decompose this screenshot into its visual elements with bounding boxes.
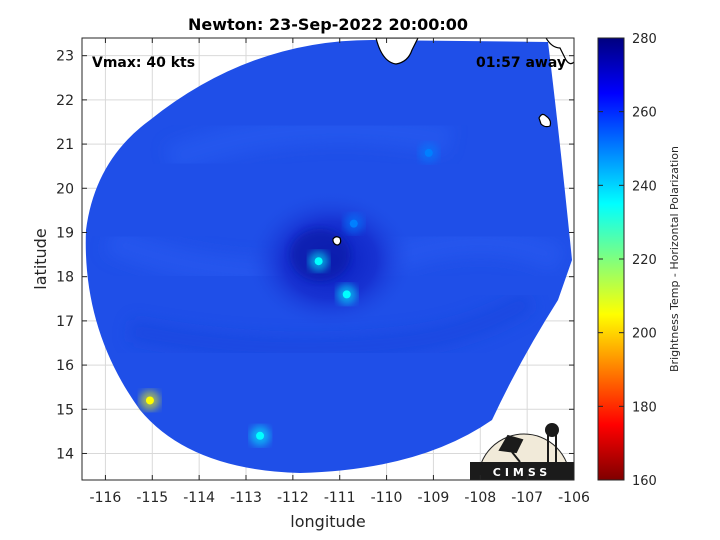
coastline-peninsula: [545, 38, 574, 65]
island: [538, 113, 552, 128]
coastline-mainland: [375, 38, 419, 65]
convection-spot: [424, 148, 433, 157]
x-tick-label: -113: [230, 490, 262, 506]
y-axis-label: latitude: [31, 228, 50, 289]
y-tick-label: 15: [56, 402, 74, 418]
x-tick-label: -116: [90, 490, 122, 506]
y-tick-label: 17: [56, 314, 74, 330]
convection-spot: [256, 431, 265, 440]
x-tick-label: -112: [277, 490, 309, 506]
coastline: [332, 38, 574, 246]
x-tick-label: -115: [136, 490, 168, 506]
x-tick-label: -111: [324, 490, 356, 506]
y-tick-label: 14: [56, 446, 74, 462]
convection-spot: [314, 257, 323, 266]
convection-spot: [145, 396, 154, 405]
logo-banner: [470, 462, 574, 480]
x-tick-label: -114: [183, 490, 215, 506]
cimss-logo: CIMSS: [470, 423, 574, 481]
colorbar-tick-label: 240: [632, 179, 657, 194]
y-tick-label: 16: [56, 358, 74, 374]
logo-dish: [498, 434, 524, 463]
colorbar-label: Brightness Temp - Horizontal Polarizatio…: [668, 146, 681, 372]
x-tick-label: -108: [464, 490, 496, 506]
colorbar-tick-label: 260: [632, 106, 657, 121]
cloud-band: [164, 113, 453, 175]
chart-title: Newton: 23-Sep-2022 20:00:00: [188, 15, 468, 34]
colorbar: 160 180 200 220 240 260 280 Brightness Temp - …: [597, 32, 681, 489]
y-axis-ticks: 14 15 16 17 18 19 20 21 22 23: [56, 49, 574, 462]
colorbar-tick-label: 160: [632, 474, 657, 489]
cloud-band: [127, 290, 536, 359]
convection-spot: [342, 290, 351, 299]
colorbar-tick-label: 280: [632, 32, 657, 47]
y-tick-label: 21: [56, 137, 74, 153]
logo-text: CIMSS: [493, 466, 551, 479]
logo-tank: [545, 423, 559, 437]
logo-tower: [547, 432, 557, 462]
convection-spots: [139, 142, 439, 446]
y-tick-label: 22: [56, 93, 74, 109]
colorbar-ticks: 160 180 200 220 240 260 280: [598, 32, 657, 489]
convection-spot: [349, 219, 358, 228]
satellite-swath: [85, 40, 572, 473]
island: [332, 236, 342, 246]
x-tick-label: -107: [511, 490, 543, 506]
y-tick-label: 20: [56, 181, 74, 197]
y-tick-label: 23: [56, 49, 74, 65]
colorbar-tick-label: 200: [632, 327, 657, 342]
time-away-annotation: 01:57 away: [476, 55, 566, 71]
x-tick-label: -109: [418, 490, 450, 506]
x-axis-ticks: -116 -115 -114 -113 -112 -111 -110 -109 -108 -107…: [90, 38, 590, 506]
colorbar-tick-label: 180: [632, 400, 657, 415]
x-tick-label: -110: [371, 490, 403, 506]
vmax-annotation: Vmax: 40 kts: [92, 55, 195, 71]
axes-frame: [81, 37, 575, 481]
x-axis-label: longitude: [290, 512, 365, 531]
x-tick-label: -106: [558, 490, 590, 506]
y-tick-label: 18: [56, 270, 74, 286]
colorbar-tick-label: 220: [632, 253, 657, 268]
y-tick-label: 19: [56, 225, 74, 241]
